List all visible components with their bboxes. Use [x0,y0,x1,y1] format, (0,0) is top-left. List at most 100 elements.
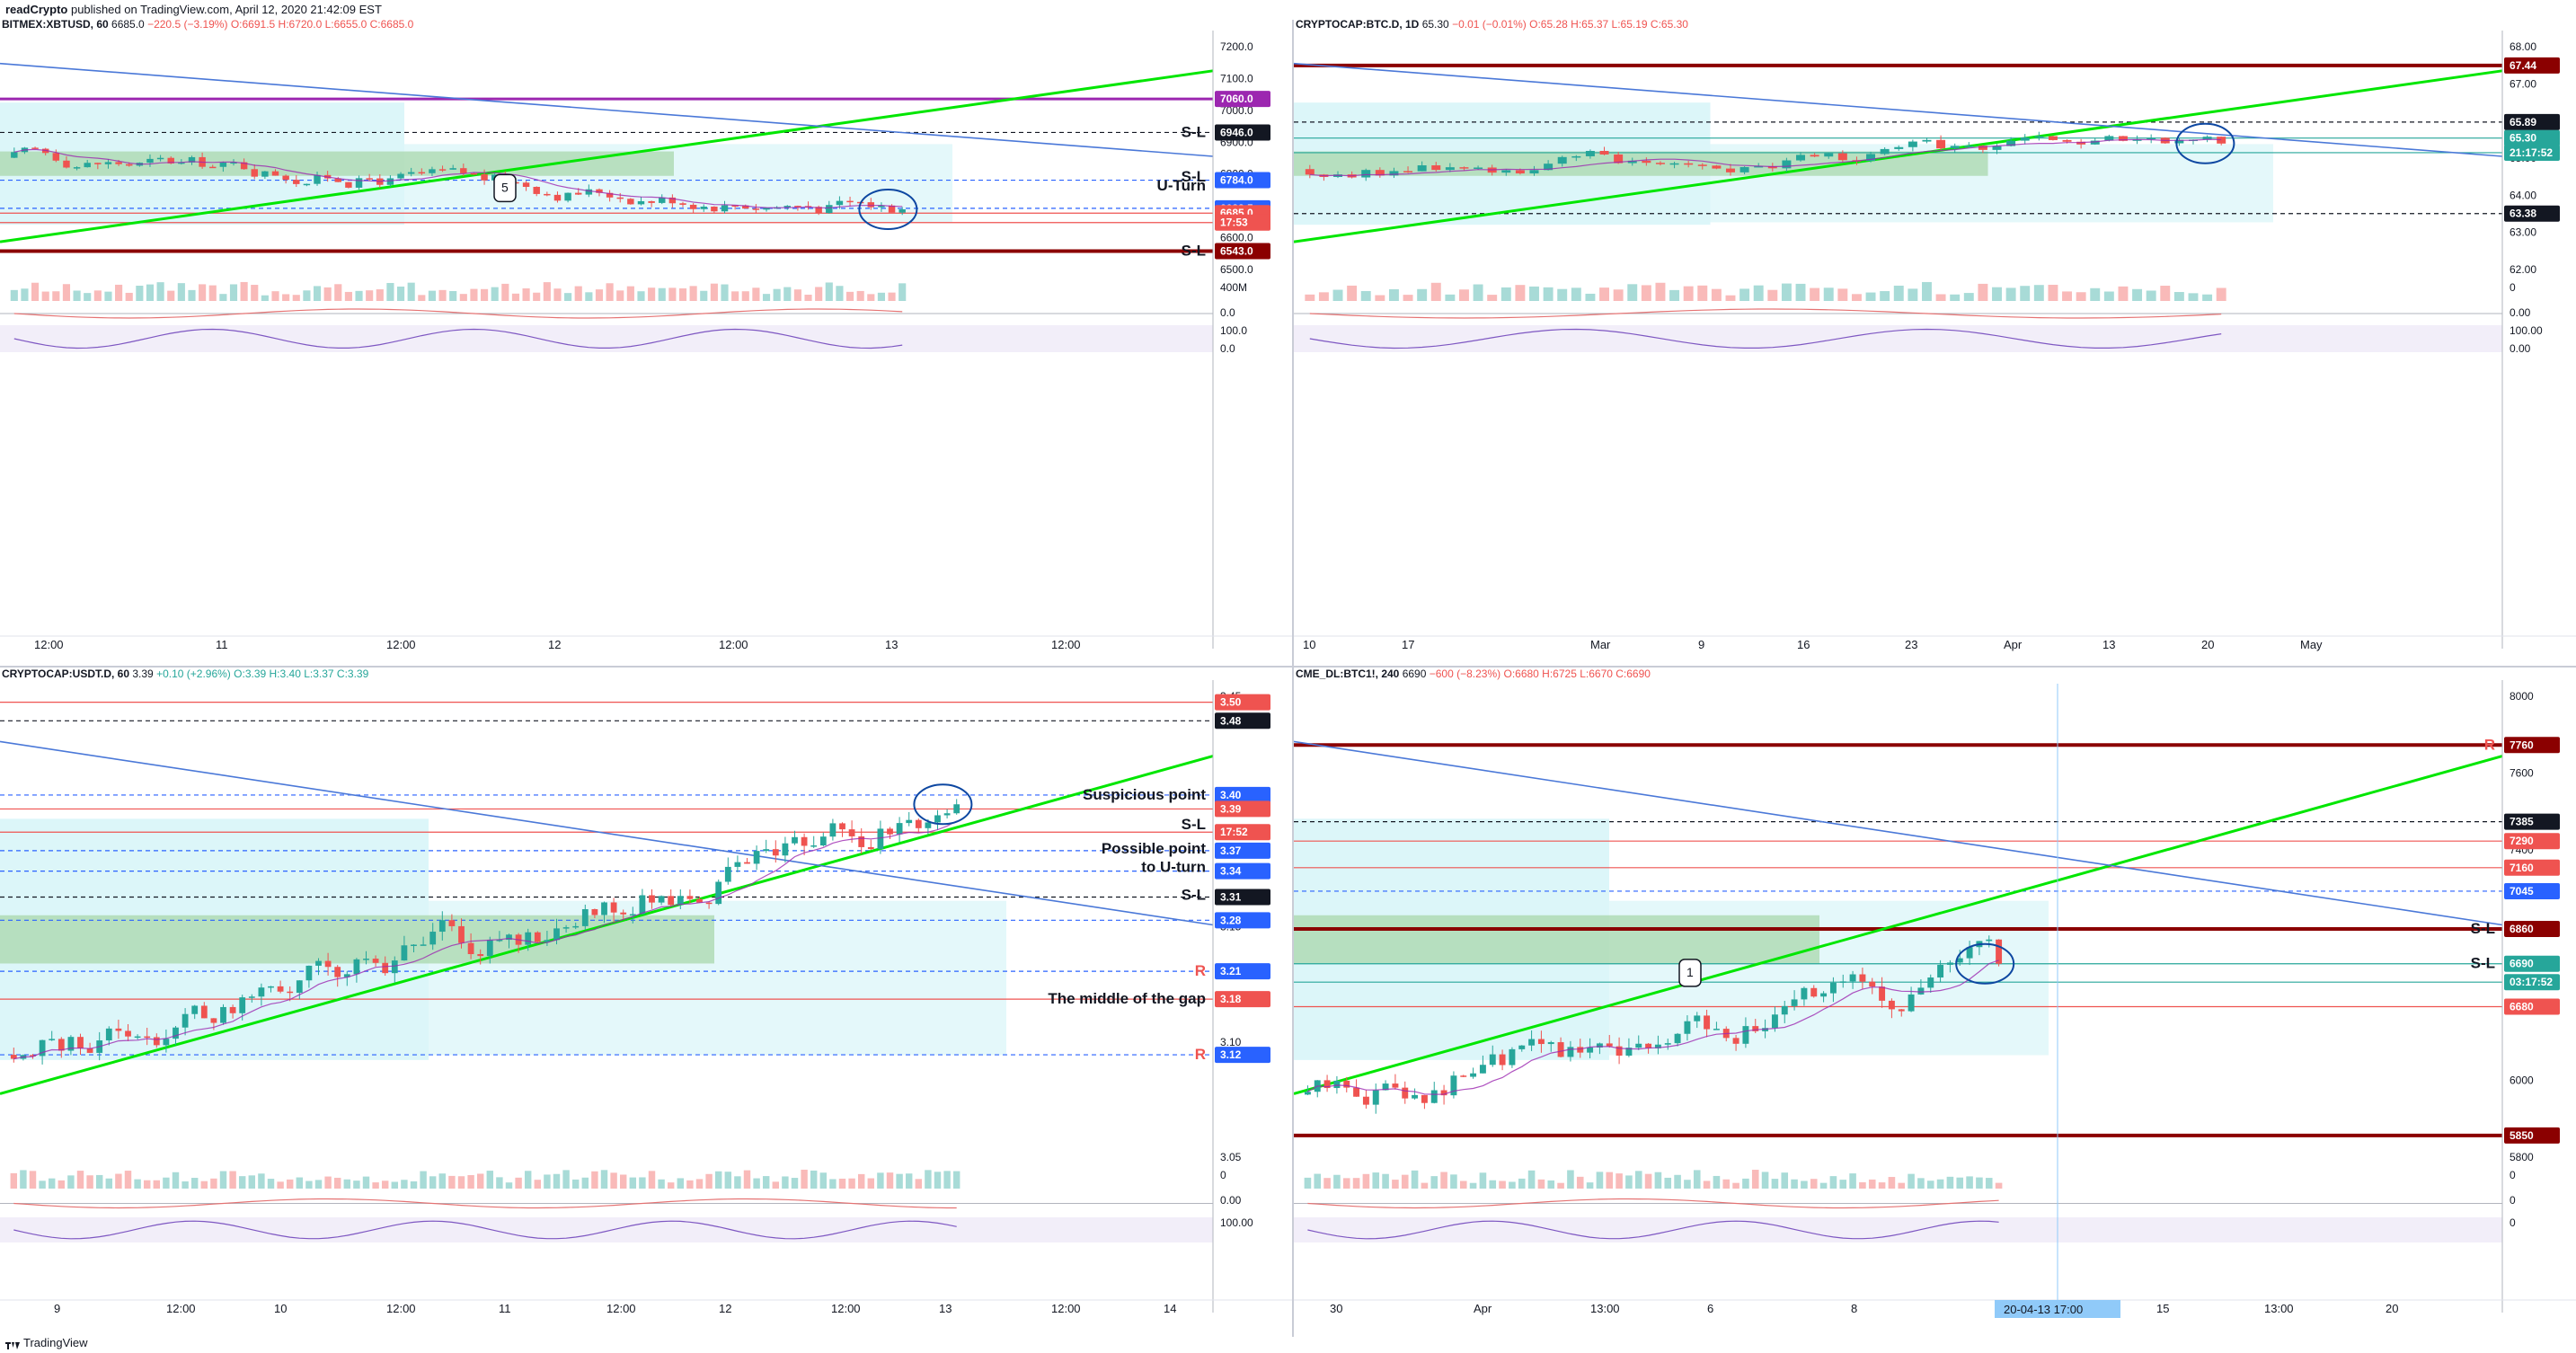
candle[interactable] [1742,1026,1749,1044]
candle[interactable] [134,1036,141,1039]
candle[interactable] [1343,1080,1350,1088]
candle[interactable] [724,866,731,882]
candle[interactable] [1372,1090,1379,1105]
candle[interactable] [801,836,808,846]
candle[interactable] [2118,136,2128,141]
price-label-tag[interactable] [1215,991,1270,1008]
candle[interactable] [239,997,246,1013]
candle[interactable] [522,182,530,187]
highlight-circle[interactable] [913,783,973,826]
candle[interactable] [219,162,227,167]
candle[interactable] [648,200,655,203]
callout-box[interactable] [1678,959,1702,987]
candle[interactable] [606,192,614,198]
candle[interactable] [601,902,607,915]
candle[interactable] [744,862,750,864]
price-label-tag[interactable] [1215,963,1270,980]
candle[interactable] [1460,1075,1467,1077]
price-label-tag[interactable] [1215,124,1270,141]
candle[interactable] [1445,167,1455,171]
candle[interactable] [305,965,313,981]
candle[interactable] [888,205,896,213]
candle[interactable] [366,178,373,180]
candle[interactable] [334,967,341,977]
candle[interactable] [1879,986,1886,1001]
candle[interactable] [1922,139,1932,142]
candle[interactable] [1402,1087,1409,1099]
candle[interactable] [668,197,677,204]
candle[interactable] [846,200,854,203]
candle[interactable] [1996,939,2003,964]
candle[interactable] [705,902,713,905]
candle[interactable] [700,206,707,209]
candle[interactable] [1587,1047,1594,1053]
candle[interactable] [420,944,427,946]
candle[interactable] [1966,947,1973,959]
candle[interactable] [411,944,417,946]
candle[interactable] [1509,1048,1516,1066]
highlight-circle[interactable] [858,188,918,230]
candle[interactable] [315,960,322,966]
chart-canvas[interactable]: 68.0067.0066.0065.0064.0063.0062.0000.00… [1294,18,2576,666]
candle[interactable] [1859,974,1866,982]
price-label-tag[interactable] [2504,205,2560,222]
candle[interactable] [470,172,478,175]
candle[interactable] [181,1013,189,1028]
candle[interactable] [429,932,437,945]
candle[interactable] [867,846,874,850]
candle[interactable] [1771,1014,1778,1029]
candle[interactable] [1869,981,1876,987]
candle[interactable] [1421,1094,1428,1103]
candle[interactable] [2006,140,2016,146]
candle[interactable] [943,813,951,816]
candle[interactable] [173,1027,179,1039]
candle[interactable] [620,912,627,915]
candle[interactable] [1669,163,1679,165]
chart-panel-usdtd[interactable]: CRYPTOCAP:USDT.D, 60 3.39 +0.10 (+2.96%)… [0,668,1292,1330]
trendline-green[interactable] [1294,69,2503,243]
price-label-tag[interactable] [2504,921,2560,938]
footer-brand[interactable]: TradingView [23,1336,88,1349]
candle[interactable] [1654,1044,1661,1048]
candle[interactable] [867,202,875,208]
author-name[interactable]: readCrypto [5,3,68,16]
symbol-name[interactable]: BITMEX:XBTUSD, 60 [2,18,109,31]
candle[interactable] [2104,136,2114,141]
candle[interactable] [1353,1087,1360,1097]
chart-canvas[interactable]: 8000760074006400620060005800000776073857… [1294,668,2576,1330]
candle[interactable] [1664,1043,1671,1045]
candle[interactable] [1937,964,1944,978]
candle[interactable] [1810,987,1818,997]
candle[interactable] [191,1005,199,1014]
candle[interactable] [731,205,739,207]
candle[interactable] [1635,1043,1642,1048]
candle[interactable] [209,166,217,169]
candle[interactable] [10,1055,17,1059]
price-label-tag[interactable] [1215,912,1270,929]
candle[interactable] [467,942,474,955]
candle[interactable] [1767,165,1777,169]
candle[interactable] [1571,155,1581,158]
candle[interactable] [1713,1029,1720,1030]
candle[interactable] [575,192,582,195]
candle[interactable] [343,974,350,977]
candle[interactable] [534,932,541,942]
candle[interactable] [1529,170,1539,174]
candle[interactable] [1596,1043,1603,1048]
candle[interactable] [1820,993,1828,997]
candle[interactable] [763,849,770,852]
candle[interactable] [610,902,617,913]
candle[interactable] [686,896,694,899]
candle[interactable] [1557,1042,1564,1057]
candle[interactable] [1627,160,1637,164]
candle[interactable] [178,162,185,164]
price-label-tag[interactable] [1215,214,1270,231]
candle[interactable] [1474,167,1483,169]
chart-panel-cme-btc[interactable]: CME_DL:BTC1!, 240 6690 −600 (−8.23%) O:6… [1294,668,2576,1330]
chart-canvas[interactable]: 3.453.253.153.103.0500.00100.003.503.483… [0,668,1292,1330]
candle[interactable] [1964,146,1974,147]
candle[interactable] [629,914,636,915]
price-label-tag[interactable] [2504,833,2560,850]
moving-average-line[interactable] [13,820,957,1060]
candle[interactable] [525,932,532,945]
